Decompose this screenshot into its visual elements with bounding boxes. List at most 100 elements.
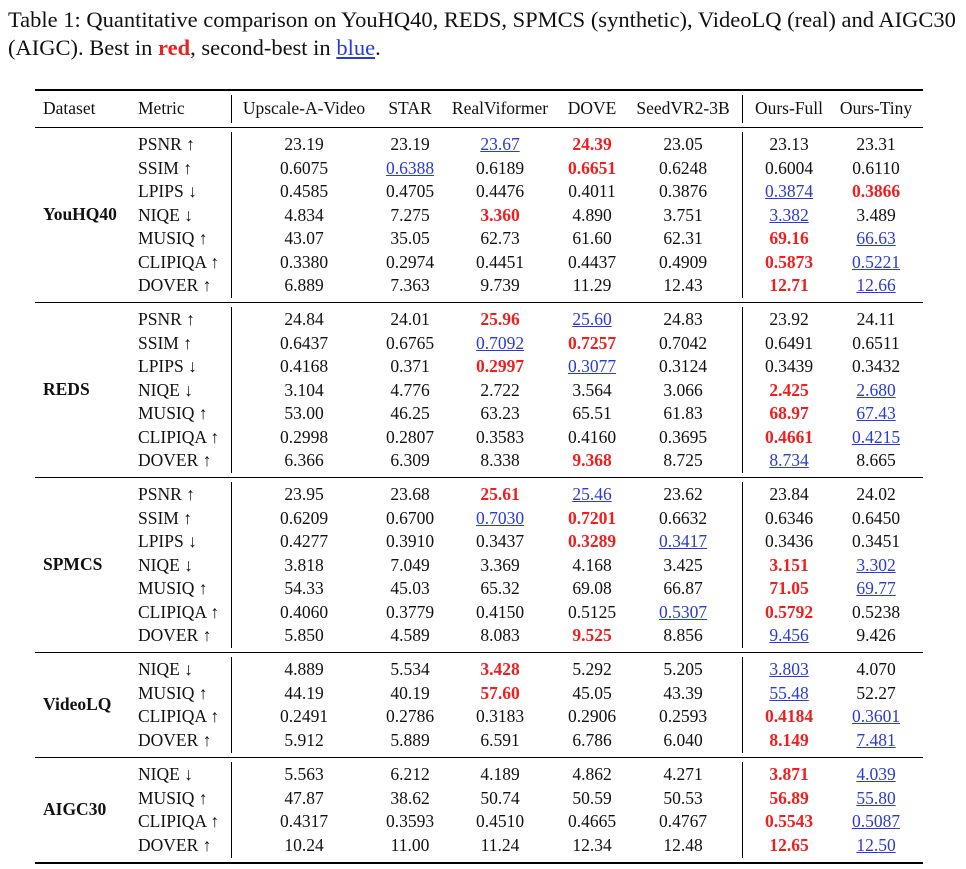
dataset-group: REDS PSNR ↑ 24.84 24.01 25.96 25.60 24.83 23.92… [35,303,923,477]
value-cell: 0.2906 [567,706,617,726]
column-divider [742,95,743,123]
value-cell: 0.7092 [475,332,525,353]
value-cell: 4.271 [663,764,703,784]
value-cell: 24.84 [284,309,324,329]
metric-label: PSNR ↑ [138,134,195,154]
header-cell: RealViformer [451,98,549,118]
value-cell: 54.33 [284,578,324,598]
value-cell: 0.4665 [567,811,617,831]
value-cell: 4.589 [390,625,430,645]
value-cell: 25.96 [480,309,520,329]
value-cell: 23.19 [390,134,430,154]
metric-label: DOVER ↑ [138,834,212,855]
value-cell: 9.368 [572,450,612,470]
value-cell: 8.856 [663,625,703,645]
value-cell: 55.48 [769,682,809,703]
value-cell: 4.776 [390,379,430,400]
value-cell: 3.369 [480,554,520,575]
value-cell: 0.4168 [279,356,329,376]
value-cell: 0.2491 [279,706,329,726]
value-cell: 43.07 [284,228,324,248]
value-cell: 12.43 [663,275,703,295]
metric-label: DOVER ↑ [138,729,212,750]
value-cell: 0.3183 [475,706,525,726]
value-cell: 43.39 [663,682,703,703]
value-cell: 9.739 [480,275,520,295]
header-cell: DOVE [567,98,617,118]
value-cell: 25.46 [572,484,612,504]
metric-label: LPIPS ↓ [138,181,197,201]
value-cell: 0.4060 [279,601,329,622]
column-divider [742,762,743,858]
value-cell: 0.2997 [475,356,525,376]
column-divider [231,657,232,753]
value-cell: 0.6248 [658,157,708,178]
value-cell: 45.03 [390,578,430,598]
value-cell: 0.3583 [475,426,525,447]
value-cell: 3.151 [769,554,809,575]
value-cell: 40.19 [390,682,430,703]
value-cell: 9.525 [572,625,612,645]
caption-middle: , second-best in [190,35,337,60]
value-cell: 9.426 [856,625,896,645]
value-cell: 4.890 [572,204,612,225]
value-cell: 3.425 [663,554,703,575]
metric-label: PSNR ↑ [138,309,195,329]
value-cell: 0.2974 [385,251,435,272]
value-cell: 35.05 [390,228,430,248]
value-cell: 50.53 [663,787,703,808]
dataset-label: AIGC30 [43,799,107,819]
value-cell: 55.80 [856,787,896,808]
value-cell: 0.6209 [279,507,329,528]
header-cell: Ours-Tiny [839,98,913,118]
value-cell: 0.3876 [658,181,708,201]
value-cell: 50.74 [480,787,520,808]
value-cell: 0.3593 [385,811,435,831]
value-cell: 0.2807 [385,426,435,447]
column-divider [231,482,232,648]
value-cell: 46.25 [390,403,430,423]
value-cell: 9.456 [769,625,809,645]
value-cell: 11.29 [572,275,612,295]
dataset-label: SPMCS [43,554,103,574]
metric-label: LPIPS ↓ [138,356,197,376]
value-cell: 0.3439 [764,356,814,376]
metric-label: DOVER ↑ [138,450,212,470]
value-cell: 0.4909 [658,251,708,272]
value-cell: 0.5125 [567,601,617,622]
value-cell: 3.360 [480,204,520,225]
value-cell: 57.60 [480,682,520,703]
value-cell: 8.338 [480,450,520,470]
value-cell: 0.4510 [475,811,525,831]
column-divider [742,482,743,648]
value-cell: 5.563 [284,764,324,784]
value-cell: 23.13 [769,134,809,154]
value-cell: 45.05 [572,682,612,703]
value-cell: 0.6450 [851,507,901,528]
value-cell: 0.3874 [764,181,814,201]
value-cell: 4.070 [856,659,896,679]
value-cell: 0.3695 [658,426,708,447]
group-rule [35,757,923,758]
value-cell: 0.6004 [764,157,814,178]
value-cell: 0.3601 [851,706,901,726]
metric-label: NIQE ↓ [138,204,193,225]
column-divider [231,307,232,473]
value-cell: 0.2998 [279,426,329,447]
value-cell: 0.3451 [851,531,901,551]
value-cell: 24.11 [856,309,896,329]
value-cell: 0.4160 [567,426,617,447]
value-cell: 5.889 [390,729,430,750]
comparison-table: Dataset Metric Upscale-A-Video STAR RealVifo… [35,89,923,864]
value-cell: 61.83 [663,403,703,423]
value-cell: 3.564 [572,379,612,400]
metric-label: CLIPIQA ↑ [138,811,220,831]
value-cell: 0.6346 [764,507,814,528]
value-cell: 0.6388 [385,157,435,178]
value-cell: 0.5221 [851,251,901,272]
value-cell: 0.3077 [567,356,617,376]
column-divider [742,132,743,298]
value-cell: 0.5238 [851,601,901,622]
value-cell: 12.71 [769,275,809,295]
value-cell: 0.5792 [764,601,814,622]
